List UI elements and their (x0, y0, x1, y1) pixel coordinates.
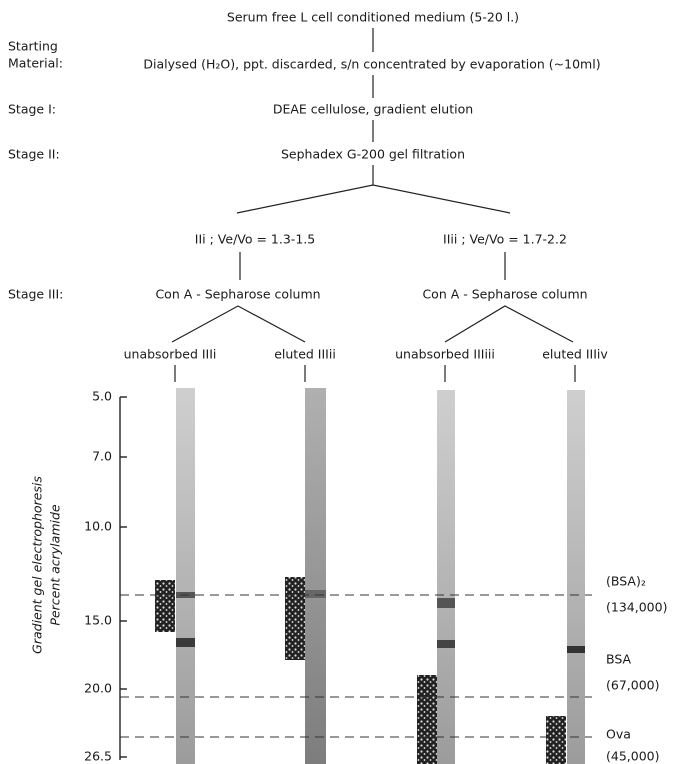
gel-lane (305, 388, 326, 764)
tick-label: 20.0 (84, 681, 112, 696)
connector (445, 306, 573, 342)
lane-label: unabsorbed IIIi (124, 347, 217, 362)
band (176, 638, 195, 647)
axis-title: Percent acrylamide (48, 504, 63, 626)
axis-title: Gradient gel electrophoresis (30, 476, 45, 654)
tick-label: 5.0 (92, 389, 112, 404)
marker-name: BSA (606, 652, 632, 667)
fraction: IIi ; Ve/Vo = 1.3-1.5 (195, 232, 315, 247)
page: {"header": {"source": "Serum free L cell… (0, 0, 679, 764)
band (567, 646, 585, 653)
tick-label: 10.0 (84, 519, 112, 534)
fraction-box (546, 716, 566, 764)
fraction-box (285, 577, 305, 660)
stage-label: Starting (8, 39, 58, 54)
source: Serum free L cell conditioned medium (5-… (227, 10, 519, 25)
stage-label: Stage II: (8, 147, 60, 162)
marker-mw: (67,000) (606, 678, 660, 693)
lane-label: eluted IIIii (274, 347, 336, 362)
tick-label: 15.0 (84, 613, 112, 628)
gel-lane (437, 390, 455, 764)
step: Con A - Sepharose column (422, 287, 587, 302)
band (437, 640, 455, 648)
band (437, 598, 455, 608)
stage-label: Stage III: (8, 287, 63, 302)
gel-lane (176, 388, 195, 764)
lane-label: eluted IIIiv (542, 347, 608, 362)
step: Dialysed (H₂O), ppt. discarded, s/n conc… (143, 57, 600, 72)
fraction-box (417, 675, 437, 764)
step: DEAE cellulose, gradient elution (273, 102, 473, 117)
fraction-box (155, 580, 175, 632)
stage-label: Material: (8, 56, 63, 71)
step: Sephadex G-200 gel filtration (281, 147, 465, 162)
fraction: IIii ; Ve/Vo = 1.7-2.2 (443, 232, 567, 247)
connector (237, 185, 510, 213)
marker-name: (BSA)₂ (606, 574, 646, 589)
step: Con A - Sepharose column (155, 287, 320, 302)
figure: Serum free L cell conditioned medium (5-… (0, 0, 679, 764)
lane-label: unabsorbed IIIiii (395, 347, 495, 362)
marker-mw: (45,000) (606, 749, 660, 764)
band (305, 590, 326, 598)
marker-mw: (134,000) (606, 600, 667, 615)
gel-lane (567, 390, 585, 764)
connector (172, 306, 305, 342)
tick-label: 26.5 (84, 749, 112, 764)
marker-name: Ova (606, 727, 631, 742)
stage-label: Stage I: (8, 102, 56, 117)
tick-label: 7.0 (92, 449, 112, 464)
